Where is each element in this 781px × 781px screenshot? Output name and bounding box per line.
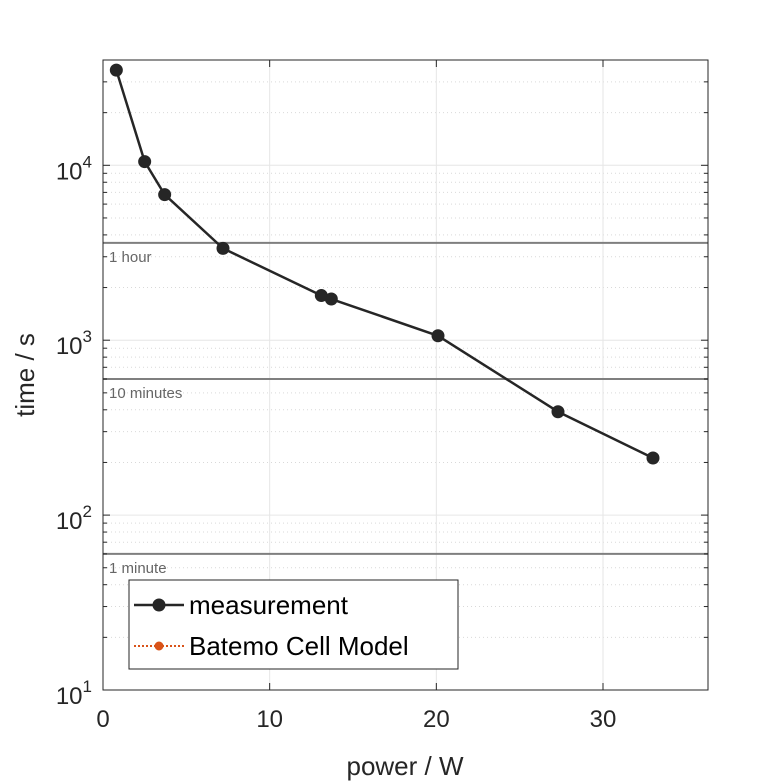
legend-entry-measurement: measurement: [189, 590, 349, 620]
data-point: [109, 63, 123, 77]
data-point: [324, 292, 338, 306]
y-tick-exponent: 3: [83, 327, 92, 346]
series-layer: [109, 63, 660, 465]
y-tick-base: 10: [56, 333, 83, 360]
reference-line-label: 1 minute: [109, 560, 167, 577]
reference-line-label: 1 hour: [109, 249, 152, 266]
y-tick-label: 104: [56, 152, 92, 185]
data-point: [158, 188, 172, 202]
reference-line-label: 10 minutes: [109, 385, 182, 402]
data-point: [646, 451, 660, 465]
x-tick-labels: 0 10 20 30: [96, 706, 616, 733]
y-tick-exponent: 2: [83, 502, 92, 521]
x-tick-label: 30: [590, 706, 617, 733]
data-point: [551, 405, 565, 419]
plot-frame: [102, 59, 709, 691]
legend-marker-measurement: [152, 598, 166, 612]
x-tick-label: 0: [96, 706, 109, 733]
y-tick-base: 10: [56, 508, 83, 535]
y-tick-label: 103: [56, 327, 92, 360]
data-point: [431, 329, 445, 343]
legend: measurement Batemo Cell Model: [128, 579, 459, 670]
x-tick-label: 10: [256, 706, 283, 733]
y-tick-label: 102: [56, 502, 92, 535]
y-tick-exponent: 4: [83, 152, 92, 171]
y-tick-base: 10: [56, 683, 83, 710]
legend-box: [128, 579, 459, 670]
y-tick-label: 101: [56, 677, 92, 710]
y-tick-base: 10: [56, 158, 83, 185]
legend-entry-batemo-cell-model: Batemo Cell Model: [189, 631, 409, 661]
legend-marker-batemo-cell-model: [154, 641, 164, 651]
x-axis-label: power / W: [346, 751, 463, 781]
y-axis-label: time / s: [10, 333, 40, 417]
y-tick-exponent: 1: [83, 677, 92, 696]
reference-lines: 1 hour 10 minutes 1 minute: [103, 241, 708, 577]
data-point: [216, 241, 230, 255]
data-point: [138, 155, 152, 169]
x-tick-label: 20: [423, 706, 450, 733]
axis-ticks: [102, 60, 708, 691]
